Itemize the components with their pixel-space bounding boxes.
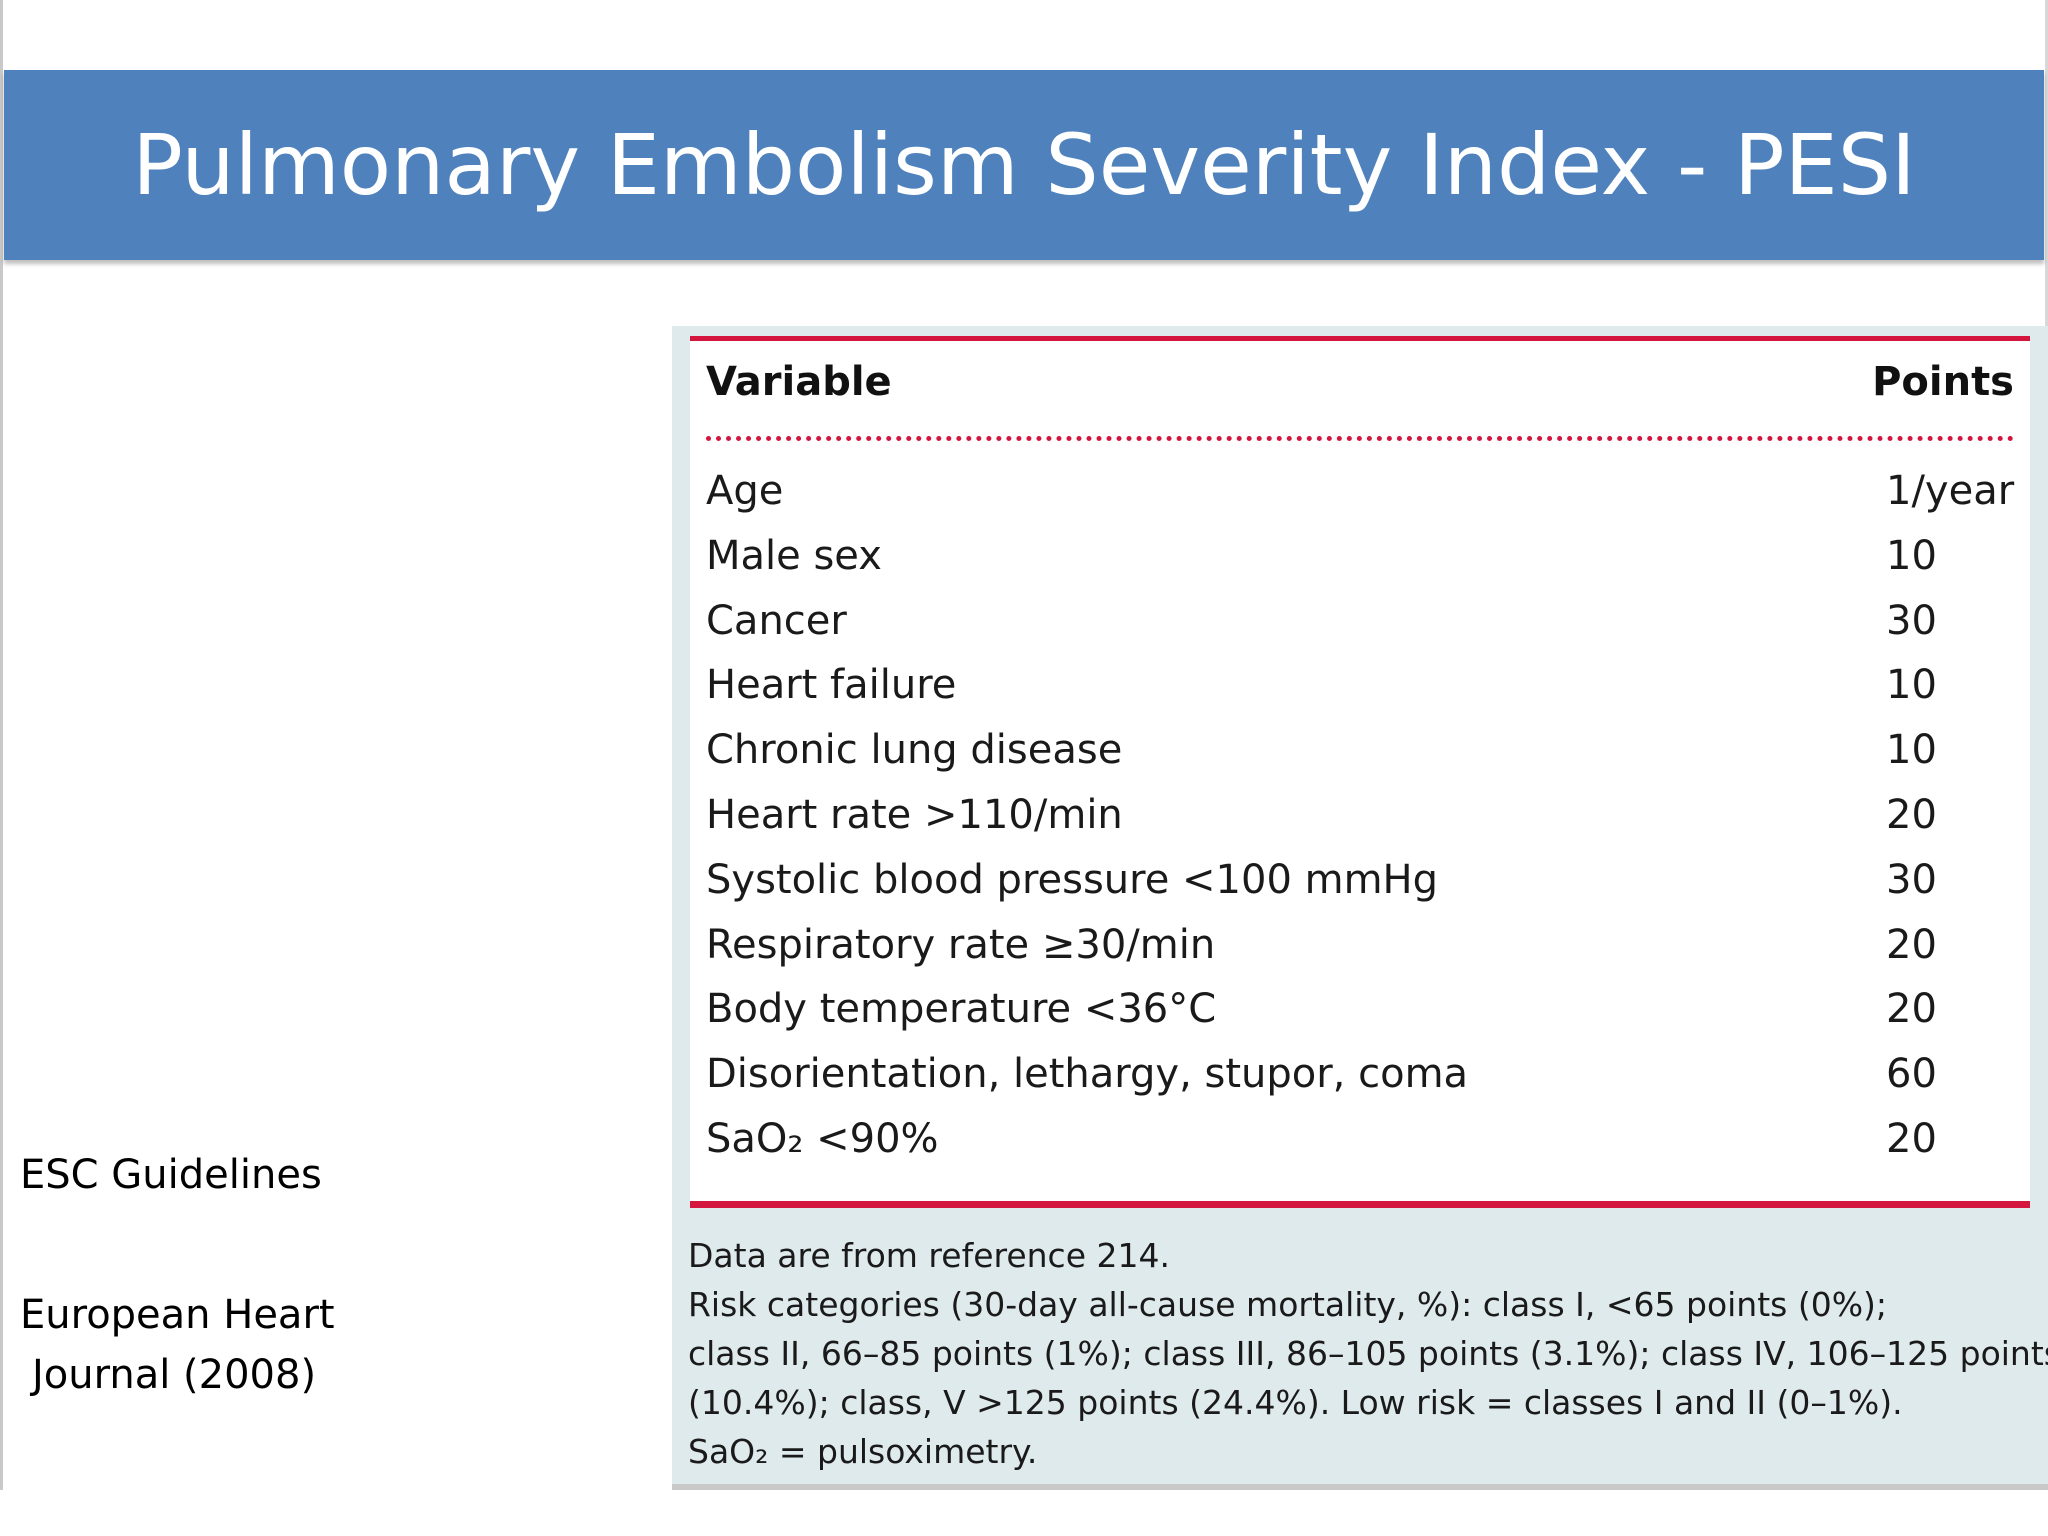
footnote-line: Data are from reference 214.: [688, 1236, 1170, 1275]
row-points: 20: [1886, 986, 1937, 1033]
title-banner: Pulmonary Embolism Severity Index - PESI: [4, 70, 2044, 260]
footnote-line: Risk categories (30-day all-cause mortal…: [688, 1285, 1888, 1324]
table-row: Heart rate >110/min 20: [706, 783, 2014, 848]
citation-journal-line2: Journal (2008): [32, 1352, 317, 1398]
row-points: 20: [1886, 1115, 1937, 1162]
table-row: SaO₂ <90% 20: [706, 1107, 2014, 1172]
footnote-line: SaO₂ = pulsoximetry.: [688, 1432, 1038, 1471]
table-row: Chronic lung disease 10: [706, 718, 2014, 783]
footnote-line: (10.4%); class, V >125 points (24.4%). L…: [688, 1383, 1903, 1422]
header-variable: Variable: [706, 359, 892, 405]
table-footnotes: Data are from reference 214. Risk catego…: [688, 1231, 2048, 1476]
row-variable: Body temperature <36°C: [706, 986, 1217, 1033]
pesi-table: Variable Points Age 1/year Male sex 10 Can…: [690, 336, 2030, 1208]
table-row: Age 1/year: [706, 459, 2014, 524]
table-header: Variable Points: [706, 359, 2014, 419]
row-points: 10: [1886, 532, 1937, 579]
slide-left-edge: [0, 0, 3, 1490]
citation-journal-line1: European Heart: [20, 1292, 335, 1338]
row-points: 30: [1886, 856, 1937, 903]
row-variable: Systolic blood pressure <100 mmHg: [706, 856, 1439, 903]
header-points: Points: [1872, 359, 2014, 405]
row-variable: SaO₂ <90%: [706, 1115, 939, 1162]
row-variable: Disorientation, lethargy, stupor, coma: [706, 1051, 1469, 1098]
table-row: Cancer 30: [706, 589, 2014, 654]
table-row: Respiratory rate ≥30/min 20: [706, 913, 2014, 978]
slide-title: Pulmonary Embolism Severity Index - PESI: [132, 116, 1916, 214]
row-points: 60: [1886, 1051, 1937, 1098]
row-variable: Heart rate >110/min: [706, 791, 1123, 838]
pesi-table-panel: Variable Points Age 1/year Male sex 10 Can…: [672, 326, 2048, 1490]
row-variable: Cancer: [706, 597, 847, 644]
row-variable: Heart failure: [706, 662, 957, 709]
table-row: Disorientation, lethargy, stupor, coma 60: [706, 1042, 2014, 1107]
table-row: Systolic blood pressure <100 mmHg 30: [706, 848, 2014, 913]
row-points: 1/year: [1886, 468, 2015, 514]
table-row: Body temperature <36°C 20: [706, 977, 2014, 1042]
row-points: 10: [1886, 727, 1937, 774]
row-variable: Chronic lung disease: [706, 727, 1123, 774]
citation-esc-guidelines: ESC Guidelines: [20, 1152, 322, 1198]
row-points: 20: [1886, 921, 1937, 968]
footnote-line: class II, 66–85 points (1%); class III, …: [688, 1334, 2048, 1373]
table-body: Age 1/year Male sex 10 Cancer 30 Heart fail…: [706, 459, 2014, 1172]
row-variable: Age: [706, 468, 784, 514]
table-row: Male sex 10: [706, 524, 2014, 589]
citation-journal: European Heart Journal (2008): [20, 1285, 335, 1405]
row-points: 30: [1886, 597, 1937, 644]
table-row: Heart failure 10: [706, 653, 2014, 718]
header-dotted-rule: [706, 436, 2014, 441]
row-variable: Respiratory rate ≥30/min: [706, 921, 1216, 968]
row-points: 20: [1886, 791, 1937, 838]
row-variable: Male sex: [706, 532, 882, 579]
row-points: 10: [1886, 662, 1937, 709]
